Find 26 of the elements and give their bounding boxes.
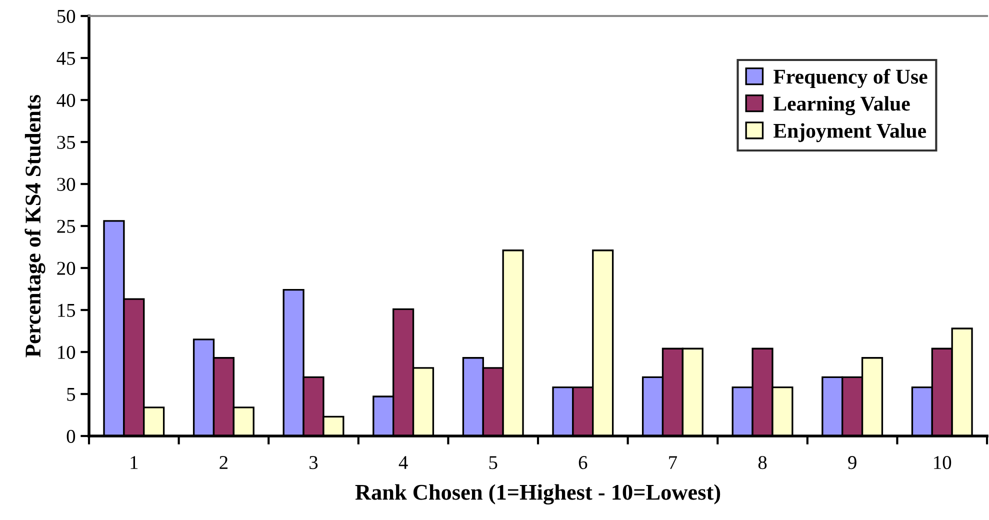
y-tick-label: 25 [57,220,76,233]
x-tick-label: 5 [489,456,498,470]
y-tick-label: 40 [56,94,76,107]
x-tick-label: 6 [578,456,588,470]
y-tick-label: 20 [57,262,76,275]
y-axis-title: Percentage of KS4 Students [24,94,46,358]
y-tick-label: 0 [66,430,76,443]
x-tick-label: 2 [220,456,228,469]
x-tick-label: 8 [758,456,767,470]
x-tick-label: 3 [310,456,318,470]
y-tick-label: 10 [58,346,76,359]
y-tick-label: 45 [56,52,76,65]
y-tick-label: 30 [57,178,76,191]
y-tick-label: 5 [67,388,76,401]
y-tick-label: 35 [57,136,76,149]
x-axis-title: Rank Chosen (1=Highest - 10=Lowest) [355,484,720,505]
x-tick-label: 9 [848,456,856,470]
x-tick-label: 1 [130,456,138,469]
y-tick-label: 15 [58,304,76,317]
x-tick-label: 4 [398,456,408,469]
x-tick-label: 10 [934,456,952,470]
x-tick-label: 7 [669,456,678,469]
legend-label: Learning Value [774,96,910,116]
legend-label: Frequency of Use [774,68,928,88]
y-tick-label: 50 [57,10,76,23]
legend-label: Enjoyment Value [774,123,926,142]
